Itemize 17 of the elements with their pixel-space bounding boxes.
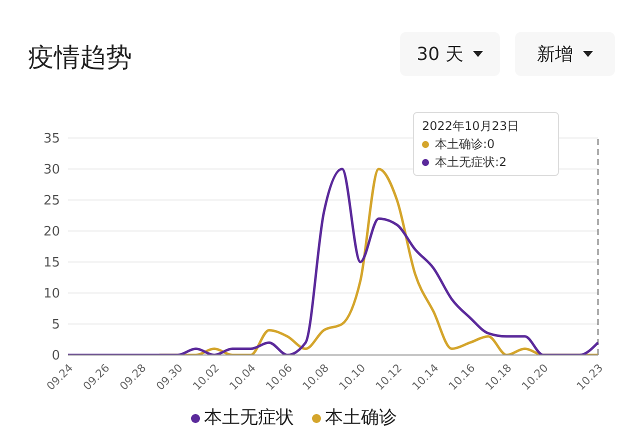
y-tick-label: 20 bbox=[43, 224, 60, 240]
y-tick-label: 5 bbox=[52, 318, 60, 333]
tooltip-box: 2022年10月23日 本土确诊:0 本土无症状:2 bbox=[413, 112, 559, 176]
y-tick-label: 30 bbox=[43, 162, 60, 178]
legend-label: 本土无症状 bbox=[204, 407, 294, 428]
y-tick-label: 15 bbox=[43, 256, 60, 271]
annotation: 本土确诊:0 bbox=[434, 136, 496, 153]
dropdown: 新增 bbox=[515, 32, 615, 76]
y-tick-label: 35 bbox=[43, 132, 60, 147]
dropdown: 30 天 bbox=[400, 32, 500, 76]
chart-title: 疫情趋势 bbox=[28, 42, 132, 75]
y-tick-label: 0 bbox=[52, 348, 60, 364]
annotation: 本土无症状:2 bbox=[434, 154, 508, 171]
y-tick-label: 25 bbox=[43, 194, 60, 209]
legend-label: 本土确诊 bbox=[325, 407, 397, 428]
line-series bbox=[66, 168, 600, 355]
y-tick-label: 10 bbox=[43, 286, 60, 302]
